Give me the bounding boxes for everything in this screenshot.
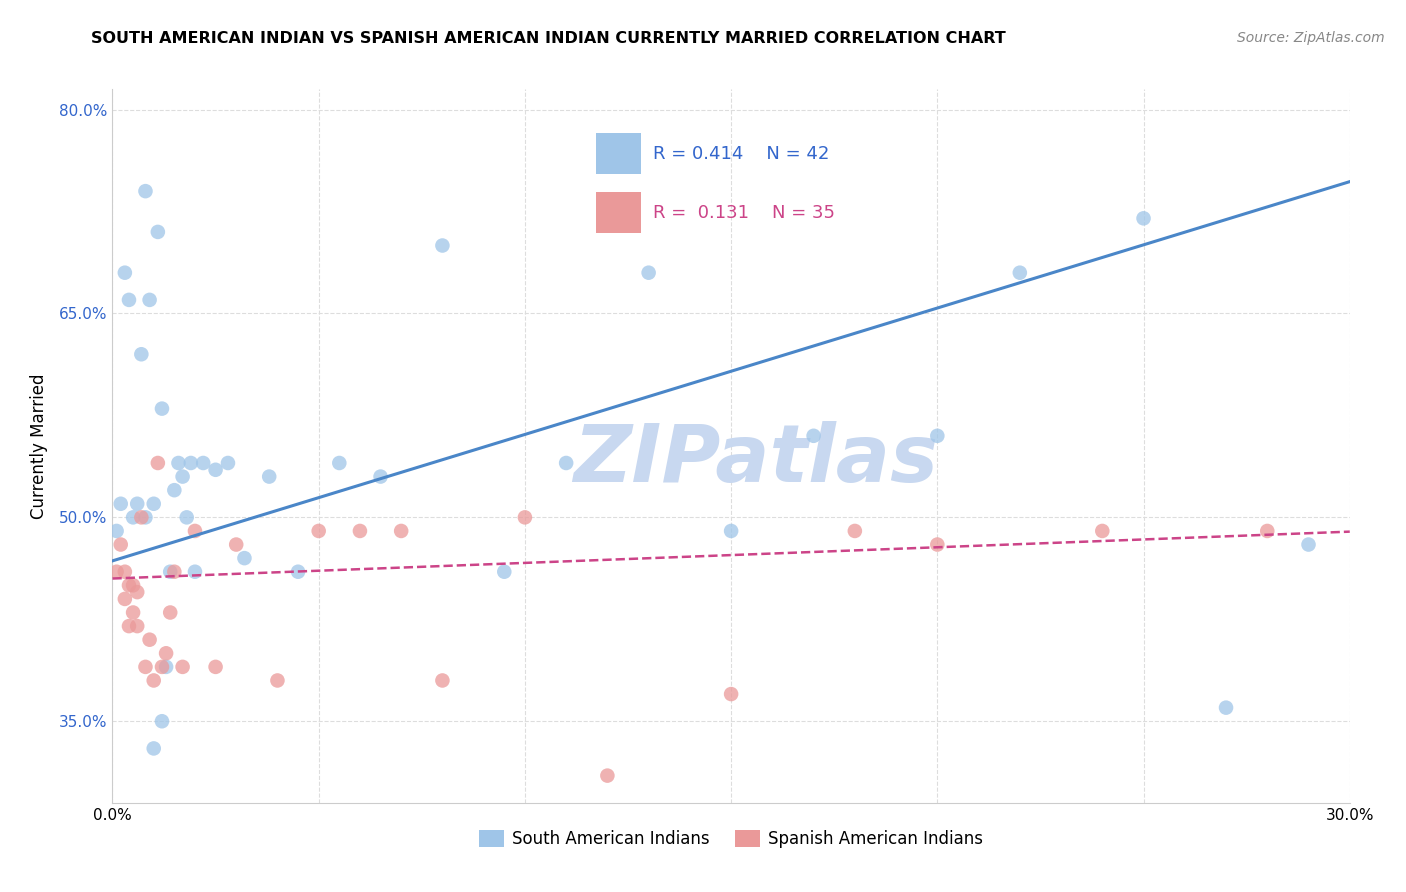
Point (150, 660, 173, 674)
Point (803, 429, 825, 443)
Point (637, 266, 659, 280)
Point (844, 524, 866, 538)
Y-axis label: Currently Married: Currently Married (30, 373, 48, 519)
Point (1298, 537, 1320, 551)
Point (146, 225, 169, 239)
Point (150, 401, 173, 416)
Point (110, 497, 132, 511)
Point (150, 714, 173, 729)
Point (287, 565, 309, 579)
Point (155, 660, 177, 674)
Point (1091, 524, 1114, 538)
Point (308, 524, 330, 538)
Point (432, 673, 454, 688)
Point (114, 565, 136, 579)
Point (155, 646, 177, 660)
Legend: South American Indians, Spanish American Indians: South American Indians, Spanish American… (472, 823, 990, 855)
Point (131, 347, 153, 361)
Point (1132, 211, 1154, 226)
Point (266, 673, 288, 688)
Point (370, 469, 392, 483)
Point (184, 524, 207, 538)
Point (349, 524, 371, 538)
Point (927, 429, 949, 443)
Point (494, 565, 516, 579)
Point (328, 456, 350, 470)
Text: ZIPatlas: ZIPatlas (574, 421, 938, 500)
Point (114, 266, 136, 280)
Point (172, 660, 194, 674)
Point (122, 510, 145, 524)
Point (1008, 266, 1031, 280)
Point (720, 524, 742, 538)
Point (1215, 700, 1237, 714)
Point (927, 537, 949, 551)
Point (127, 497, 149, 511)
Point (114, 591, 136, 606)
Point (134, 184, 156, 198)
Point (176, 510, 198, 524)
Point (163, 483, 186, 498)
Point (180, 456, 202, 470)
Point (127, 619, 149, 633)
Point (184, 565, 207, 579)
Point (172, 469, 194, 483)
Point (257, 469, 280, 483)
Point (163, 565, 186, 579)
Point (122, 578, 145, 592)
Point (122, 606, 145, 620)
Point (131, 510, 153, 524)
Text: Source: ZipAtlas.com: Source: ZipAtlas.com (1237, 31, 1385, 45)
Point (105, 524, 128, 538)
Text: SOUTH AMERICAN INDIAN VS SPANISH AMERICAN INDIAN CURRENTLY MARRIED CORRELATION C: SOUTH AMERICAN INDIAN VS SPANISH AMERICA… (91, 31, 1007, 46)
Point (159, 565, 181, 579)
Point (127, 585, 149, 599)
Point (105, 565, 128, 579)
Point (204, 463, 226, 477)
Point (1256, 524, 1278, 538)
Point (596, 769, 619, 783)
Point (225, 537, 247, 551)
Point (204, 660, 226, 674)
Point (217, 456, 239, 470)
Point (134, 510, 156, 524)
Point (142, 497, 165, 511)
Point (233, 551, 256, 566)
Point (118, 293, 141, 307)
Point (167, 456, 190, 470)
Point (134, 660, 156, 674)
Point (118, 619, 141, 633)
Point (110, 537, 132, 551)
Point (118, 578, 141, 592)
Point (142, 673, 165, 688)
Point (146, 456, 169, 470)
Point (513, 510, 536, 524)
Point (432, 238, 454, 252)
Point (555, 456, 578, 470)
Point (138, 293, 160, 307)
Point (720, 687, 742, 701)
Point (389, 524, 412, 538)
Point (159, 606, 181, 620)
Point (142, 741, 165, 756)
Point (193, 456, 215, 470)
Point (138, 632, 160, 647)
